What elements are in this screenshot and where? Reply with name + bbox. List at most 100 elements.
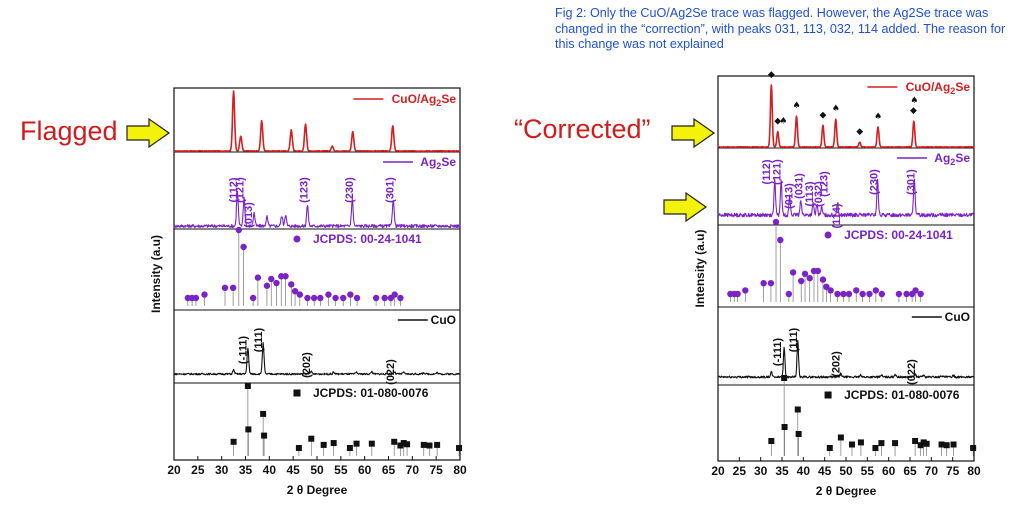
series-jcpds-00-24-1041: JCPDS: 00-24-1041 — [184, 226, 422, 306]
peak-annotation: (111) — [788, 327, 800, 352]
reference-point — [353, 294, 361, 302]
x-tick-label: 40 — [797, 464, 811, 478]
reference-point — [310, 294, 318, 302]
x-tick-label: 20 — [711, 464, 725, 478]
reference-point — [823, 283, 830, 290]
peak-annotation: (123) — [819, 171, 831, 197]
series-cuo-ag2se: CuO/Ag2Se — [173, 90, 461, 153]
series-cuo-ag2se: ◆◆♠♠◆♠◆♠◆♠CuO/Ag2Se — [717, 70, 975, 149]
peak-annotation: (301) — [384, 177, 396, 203]
reference-point — [397, 442, 404, 449]
reference-point — [943, 442, 950, 449]
peak-annotation: (022) — [906, 359, 918, 385]
reference-point — [866, 290, 873, 298]
reference-point — [794, 406, 801, 413]
series-ag2se: Ag2Se (112)(013)(121) (123) (230) (301) — [173, 155, 461, 229]
diamond-marker: ◆ — [768, 70, 775, 80]
reference-point — [404, 441, 411, 448]
reference-point — [767, 280, 775, 287]
reference-point — [789, 269, 797, 276]
legend-label: Ag2Se — [934, 151, 970, 167]
reference-point — [340, 294, 347, 302]
plot-frame — [173, 87, 461, 461]
series-ag2se: Ag2Se (112)(121)(013)(031)(113)(032)(123)… — [717, 151, 975, 229]
legend-label: JCPDS: 00-24-1041 — [313, 232, 422, 246]
flagged-label: Flagged — [20, 116, 118, 146]
reference-point — [903, 290, 910, 298]
reference-point — [845, 290, 853, 298]
reference-point — [777, 236, 784, 244]
reference-point — [273, 279, 280, 287]
reference-point — [391, 438, 398, 445]
reference-point — [923, 440, 930, 447]
x-tick-label: 65 — [382, 463, 396, 477]
reference-point — [872, 445, 879, 451]
series-line — [173, 90, 461, 153]
corrected-label: “Corrected” — [514, 114, 651, 144]
diamond-marker: ◆ — [910, 106, 917, 116]
x-tick-label: 30 — [215, 463, 229, 477]
reference-point — [282, 273, 289, 280]
spade-marker: ♠ — [779, 117, 787, 127]
reference-point — [254, 274, 262, 281]
diamond-marker: ◆ — [774, 117, 781, 127]
x-tick-label: 45 — [286, 463, 300, 477]
reference-point — [826, 445, 833, 451]
reference-point — [848, 441, 855, 448]
spade-marker: ♠ — [832, 104, 840, 114]
highlight-arrow — [126, 117, 171, 149]
x-tick-label: 35 — [239, 463, 253, 477]
reference-point — [263, 282, 271, 289]
series-cuo: CuO (-111) (111) (202) (022) — [717, 310, 975, 385]
highlight-arrow — [671, 117, 716, 149]
reference-point — [332, 294, 339, 302]
x-axis-label: 2 θ Degree — [816, 484, 877, 498]
reference-point — [840, 290, 847, 298]
reference-point — [296, 291, 304, 298]
x-tick-label: 20 — [167, 463, 181, 477]
reference-point — [734, 290, 741, 298]
legend-label: JCPDS: 01-080-0076 — [844, 388, 960, 402]
legend-label: JCPDS: 01-080-0076 — [313, 386, 429, 400]
reference-point — [781, 424, 788, 430]
series-jcpds-00-24-1041: JCPDS: 00-24-1041 — [727, 218, 953, 302]
reference-point — [768, 438, 775, 444]
peak-annotation: (112) — [228, 177, 240, 202]
series-jcpds-01-080-0076: JCPDS: 01-080-0076 — [768, 375, 977, 456]
reference-point — [798, 277, 805, 285]
x-tick-label: 60 — [358, 463, 372, 477]
peak-annotation: (121) — [235, 177, 247, 203]
x-tick-label: 70 — [925, 464, 939, 478]
reference-point — [950, 441, 957, 448]
reference-point — [368, 440, 375, 447]
reference-point — [245, 426, 252, 433]
x-tick-label: 35 — [775, 464, 789, 478]
legend-swatch — [824, 391, 832, 399]
x-tick-label: 40 — [263, 463, 277, 477]
x-axis-label: 2 θ Degree — [287, 483, 348, 497]
peak-annotation: (-111) — [237, 336, 249, 364]
reference-point — [970, 445, 977, 451]
x-tick-label: 75 — [429, 463, 443, 477]
reference-point — [288, 281, 295, 288]
reference-point — [938, 441, 945, 448]
peak-annotation: (121) — [772, 159, 784, 185]
legend-label: CuO — [945, 310, 970, 324]
reference-point — [434, 441, 441, 448]
x-tick-label: 50 — [839, 464, 853, 478]
reference-point — [785, 290, 793, 298]
reference-point — [308, 435, 315, 442]
series-cuo: CuO (-111) (111) (202) (022) — [173, 313, 461, 385]
reference-point — [249, 294, 257, 302]
flagged-chart: 20 25 30 35 40 45 50 55 60 65 70 75 80 2 θ Degree Inte… — [126, 87, 467, 497]
peak-annotation: (031) — [793, 173, 805, 199]
x-tick-label: 80 — [453, 463, 467, 477]
reference-point — [400, 440, 407, 447]
peak-annotation: (113) — [804, 181, 816, 206]
reference-point — [372, 294, 380, 302]
reference-point — [801, 270, 809, 278]
reference-point — [381, 294, 388, 302]
x-tick-label: 45 — [818, 464, 832, 478]
reference-point — [192, 294, 200, 302]
reference-point — [295, 445, 302, 451]
